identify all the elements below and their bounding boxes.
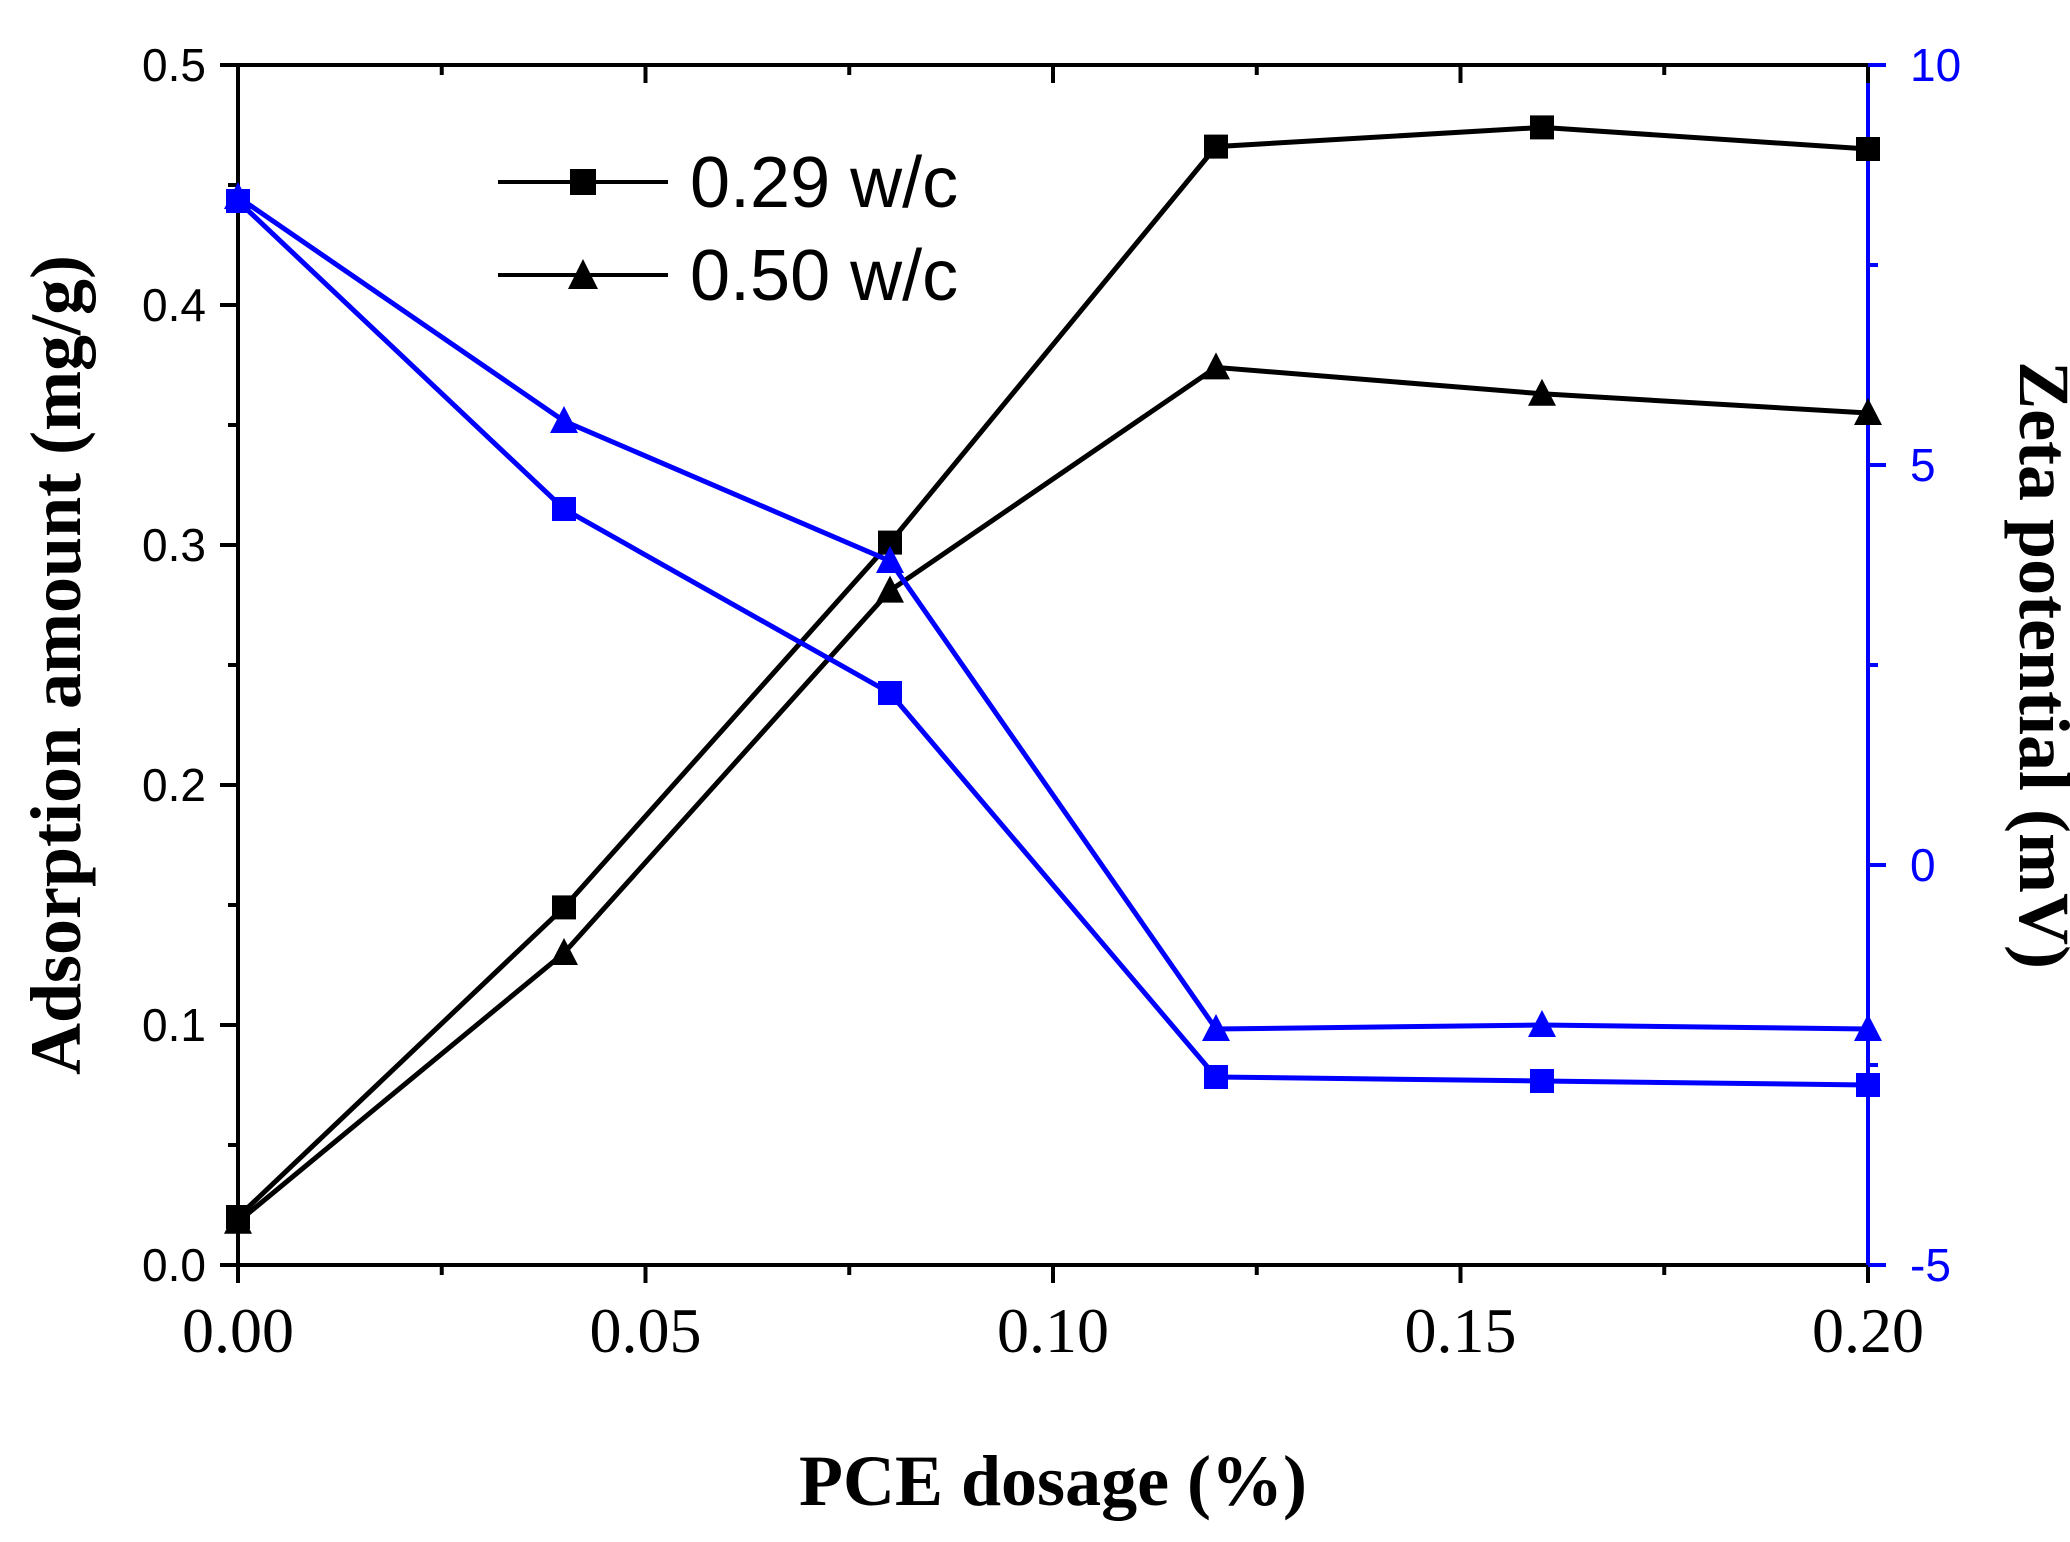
series-line-1 [236,364,1869,1224]
legend-marker-square [570,169,596,195]
series-1-point-0 [224,1206,252,1234]
series-1-point-2 [876,575,904,603]
legend-marker-triangle [568,259,598,289]
series-0-point-3 [1204,134,1228,159]
legend-label-1: 0.50 w/c [690,236,958,316]
legend: 0.29 w/c 0.50 w/c [498,143,958,316]
series-0-point-5 [1856,137,1880,161]
series-line-0 [236,124,1869,1219]
series-3-point-0 [224,182,252,209]
plot-area [236,63,1870,1267]
series-2-point-4 [1530,1069,1554,1093]
series-3-point-4 [1528,1010,1556,1037]
y-axis-title-right: Zeta potential (mV) [2004,361,2070,969]
series-2-point-5 [1856,1073,1880,1097]
y-axis-title-left: Adsorption amount (mg/g) [16,255,96,1075]
x-tick-label-1: 0.05 [590,1295,702,1366]
series-0-point-4 [1530,115,1554,140]
y-tick-label-0: 0.0 [142,1239,206,1291]
x-tick-label-2: 0.10 [997,1295,1109,1366]
series-2-point-3 [1204,1065,1228,1089]
series-3-point-1 [550,406,578,433]
series-1-point-4 [1528,378,1556,406]
y-tick-label-4: 0.4 [142,279,206,331]
series-1-point-1 [550,938,578,965]
series-line-3 [236,194,1869,1032]
y-tick-label-5: 0.5 [142,39,206,91]
x-tick-label-4: 0.20 [1812,1295,1924,1366]
y-right-tick-label-1: 0 [1910,839,1936,891]
y-tick-label-1: 0.1 [142,999,206,1051]
series-layer [224,115,1882,1234]
series-2-point-1 [552,497,576,521]
series-line-2 [236,199,1869,1088]
y-right-tick-label-3: 10 [1910,39,1961,91]
x-axis-title: PCE dosage (%) [799,1441,1307,1521]
series-3-point-3 [1202,1014,1230,1041]
axis-ticks: 0.00 0.05 0.10 0.15 0.20 0.0 0.1 0.2 0.3 0.4 0.5 -5… [142,39,1961,1366]
series-0-point-1 [552,895,576,920]
series-1-point-3 [1202,352,1230,380]
legend-label-0: 0.29 w/c [690,143,958,223]
x-tick-label-3: 0.15 [1405,1295,1517,1366]
y-right-tick-label-0: -5 [1910,1239,1951,1291]
y-tick-label-2: 0.2 [142,759,206,811]
y-tick-label-3: 0.3 [142,519,206,571]
series-1-point-5 [1854,398,1882,425]
series-3-point-5 [1854,1014,1882,1041]
series-2-point-2 [878,681,902,705]
y-right-tick-label-2: 5 [1910,439,1936,491]
series-3-point-2 [876,546,904,573]
x-tick-label-0: 0.00 [182,1295,294,1366]
